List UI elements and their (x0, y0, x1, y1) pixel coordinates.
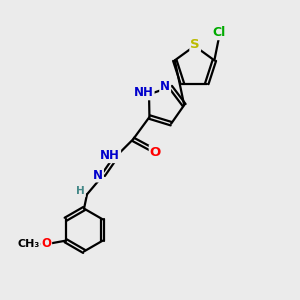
Text: N: N (93, 169, 103, 182)
Text: NH: NH (100, 149, 120, 162)
Text: NH: NH (134, 86, 154, 99)
Text: S: S (190, 38, 200, 51)
Text: N: N (160, 80, 170, 93)
Text: CH₃: CH₃ (17, 239, 40, 249)
Text: Cl: Cl (212, 26, 226, 39)
Text: O: O (41, 237, 51, 250)
Text: H: H (76, 186, 85, 196)
Text: O: O (150, 146, 161, 159)
